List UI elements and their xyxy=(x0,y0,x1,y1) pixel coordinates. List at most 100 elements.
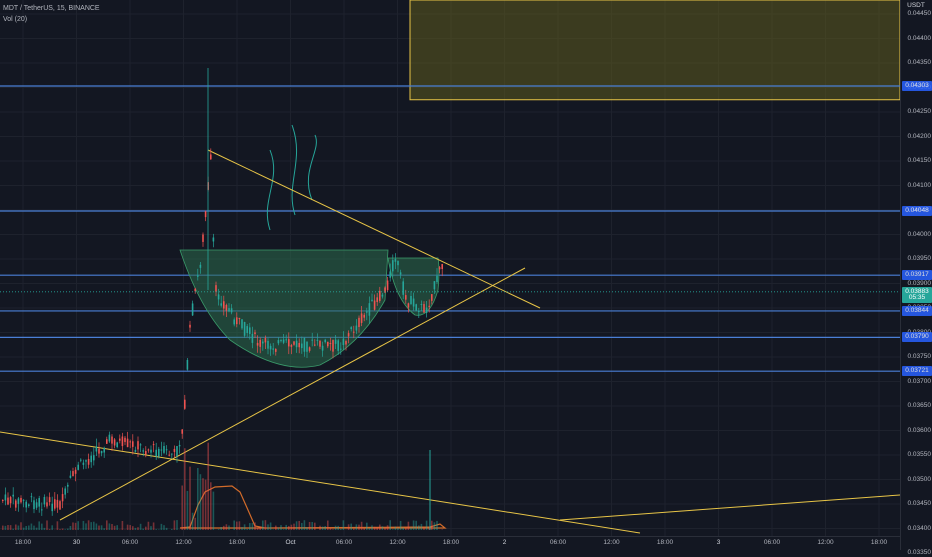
volume-bar xyxy=(93,522,95,530)
candle-body xyxy=(200,265,202,268)
volume-bar xyxy=(116,525,118,530)
price-tick-label: 0.03350 xyxy=(908,549,932,557)
volume-bar xyxy=(135,528,137,530)
price-tick-label: 0.04200 xyxy=(908,133,932,141)
time-tick-label: 18:00 xyxy=(657,539,673,546)
volume-bar xyxy=(337,526,339,530)
candle-body xyxy=(348,333,350,336)
candle-body xyxy=(317,340,319,341)
candle-body xyxy=(18,498,20,503)
price-tick-label: 0.03650 xyxy=(908,402,932,410)
price-tick-label: 0.03500 xyxy=(908,476,932,484)
candle-body xyxy=(5,494,7,500)
candle-body xyxy=(119,439,121,441)
volume-bar xyxy=(426,521,428,530)
volume-bar xyxy=(192,513,194,530)
candle-body xyxy=(423,304,425,313)
volume-bar xyxy=(150,526,152,530)
volume-bar xyxy=(434,522,436,530)
symbol-title[interactable]: MDT / TetherUS, 15, BINANCE xyxy=(3,3,100,14)
candle-body xyxy=(408,303,410,307)
volume-bar xyxy=(132,526,134,530)
volume-bar xyxy=(379,525,381,530)
candle-body xyxy=(358,318,360,327)
candle-body xyxy=(31,496,33,497)
price-tick-label: 0.04150 xyxy=(908,157,932,165)
candle-body xyxy=(83,463,85,465)
candle-body xyxy=(309,347,311,351)
candle-body xyxy=(361,313,363,323)
candle-body xyxy=(213,238,215,242)
candle-body xyxy=(101,451,103,453)
volume-bar xyxy=(418,525,420,530)
volume-bar xyxy=(220,527,222,530)
candle-body xyxy=(327,342,329,346)
volume-bar xyxy=(194,518,196,530)
volume-bar xyxy=(259,527,261,530)
volume-bar xyxy=(252,523,254,530)
chart-canvas[interactable] xyxy=(0,0,900,536)
volume-bar xyxy=(23,528,25,530)
candle-body xyxy=(7,498,9,505)
volume-bar xyxy=(270,522,272,530)
time-tick-label: 12:00 xyxy=(603,539,619,546)
candle-body xyxy=(306,342,308,352)
volume-bar xyxy=(59,529,61,530)
volume-bar xyxy=(31,524,33,530)
volume-bar xyxy=(88,520,90,530)
candle-body xyxy=(64,488,66,494)
candle-body xyxy=(184,400,186,409)
volume-bar xyxy=(210,482,212,530)
volume-bar xyxy=(155,529,157,530)
candle-body xyxy=(319,341,321,347)
candle-body xyxy=(343,339,345,345)
volume-bar xyxy=(176,520,178,530)
volume-bar xyxy=(101,525,103,530)
time-tick-label: 2 xyxy=(503,539,507,546)
volume-bar xyxy=(314,523,316,530)
candle-body xyxy=(57,500,59,508)
volume-bar xyxy=(184,448,186,530)
volume-bar xyxy=(366,523,368,530)
candle-body xyxy=(12,495,14,497)
candle-body xyxy=(259,340,261,347)
candle-body xyxy=(267,341,269,349)
candle-body xyxy=(298,343,300,347)
volume-bar xyxy=(340,529,342,530)
price-tick-label: 0.03450 xyxy=(908,500,932,508)
candle-body xyxy=(293,341,295,344)
volume-bar xyxy=(285,525,287,530)
candle-body xyxy=(140,444,142,445)
volume-bar xyxy=(218,529,220,530)
volume-bar xyxy=(98,526,100,530)
volume-bar xyxy=(171,529,173,530)
volume-bar xyxy=(267,524,269,530)
price-chart[interactable] xyxy=(0,0,900,550)
candle-body xyxy=(20,498,22,502)
candle-body xyxy=(376,297,378,302)
volume-bar xyxy=(233,521,235,530)
volume-bar xyxy=(241,527,243,530)
volume-bar xyxy=(77,521,79,530)
volume-bar xyxy=(330,528,332,530)
price-tick-label: 0.03700 xyxy=(908,378,932,386)
volume-bar xyxy=(395,527,397,530)
candle-body xyxy=(210,154,212,159)
candle-body xyxy=(275,349,277,352)
candle-body xyxy=(314,345,316,346)
candle-body xyxy=(176,446,178,456)
price-badge: 0.03790 xyxy=(902,332,932,342)
volume-indicator-label[interactable]: Vol (20) xyxy=(3,14,100,25)
candle-body xyxy=(36,502,38,507)
price-axis[interactable]: 0.044500.044000.043500.043000.042500.042… xyxy=(900,0,932,550)
volume-bar xyxy=(197,468,199,530)
candle-body xyxy=(90,456,92,463)
volume-bar xyxy=(392,529,394,530)
price-tick-label: 0.03400 xyxy=(908,525,932,533)
volume-bar xyxy=(207,443,209,530)
candle-body xyxy=(254,332,256,334)
volume-bar xyxy=(262,521,264,530)
volume-bar xyxy=(166,528,168,530)
candle-body xyxy=(233,319,235,324)
